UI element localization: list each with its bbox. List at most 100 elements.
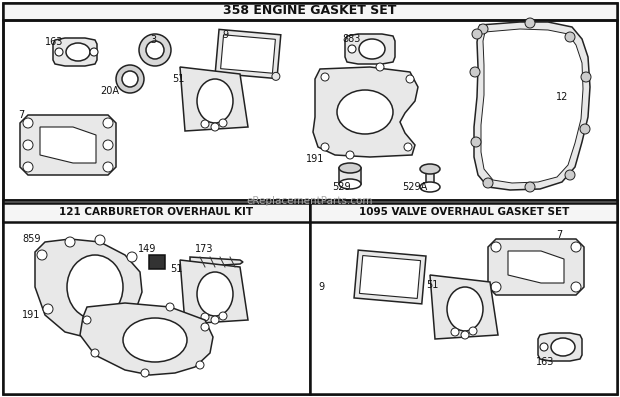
Ellipse shape	[197, 79, 233, 123]
Ellipse shape	[491, 242, 501, 252]
Ellipse shape	[359, 39, 385, 59]
Text: 529: 529	[332, 182, 351, 192]
Ellipse shape	[139, 34, 171, 66]
Text: 358 ENGINE GASKET SET: 358 ENGINE GASKET SET	[223, 4, 397, 17]
Polygon shape	[221, 35, 275, 73]
Ellipse shape	[43, 304, 53, 314]
Text: 529A: 529A	[402, 182, 427, 192]
Polygon shape	[190, 257, 243, 267]
Ellipse shape	[348, 45, 356, 53]
Polygon shape	[40, 127, 96, 163]
Bar	[3, 203, 310, 222]
Bar	[426, 169, 434, 187]
Ellipse shape	[103, 162, 113, 172]
Ellipse shape	[103, 118, 113, 128]
Ellipse shape	[580, 124, 590, 134]
Text: 3: 3	[150, 35, 156, 45]
Text: eReplacementParts.com: eReplacementParts.com	[247, 196, 373, 206]
Ellipse shape	[551, 338, 575, 356]
Ellipse shape	[67, 255, 123, 319]
Polygon shape	[313, 67, 418, 157]
Ellipse shape	[201, 120, 209, 128]
Polygon shape	[488, 239, 584, 295]
Ellipse shape	[272, 72, 280, 80]
Polygon shape	[360, 256, 420, 299]
Ellipse shape	[321, 143, 329, 151]
Text: 859: 859	[22, 234, 40, 244]
Ellipse shape	[103, 140, 113, 150]
Ellipse shape	[337, 90, 393, 134]
Ellipse shape	[472, 29, 482, 39]
Ellipse shape	[146, 41, 164, 59]
Polygon shape	[538, 333, 582, 361]
Ellipse shape	[483, 178, 493, 188]
Bar	[3, 200, 310, 394]
Polygon shape	[474, 22, 590, 190]
Ellipse shape	[23, 140, 33, 150]
Ellipse shape	[123, 318, 187, 362]
Ellipse shape	[565, 32, 575, 42]
Ellipse shape	[406, 75, 414, 83]
Text: 7: 7	[18, 110, 24, 120]
Ellipse shape	[420, 182, 440, 192]
Ellipse shape	[581, 72, 591, 82]
Text: 7: 7	[556, 230, 562, 240]
Ellipse shape	[201, 323, 209, 331]
Text: 51: 51	[172, 74, 184, 84]
Ellipse shape	[470, 67, 480, 77]
Ellipse shape	[65, 237, 75, 247]
Polygon shape	[508, 251, 564, 283]
Polygon shape	[149, 255, 165, 269]
Ellipse shape	[196, 361, 204, 369]
Ellipse shape	[166, 303, 174, 311]
Polygon shape	[215, 29, 281, 79]
Bar	[3, 20, 617, 200]
Ellipse shape	[85, 330, 95, 340]
Text: 51: 51	[426, 280, 438, 290]
Ellipse shape	[201, 313, 209, 321]
Ellipse shape	[211, 316, 219, 324]
Ellipse shape	[23, 118, 33, 128]
Ellipse shape	[125, 312, 135, 322]
Polygon shape	[430, 275, 498, 339]
Ellipse shape	[219, 312, 227, 320]
Ellipse shape	[525, 18, 535, 28]
Polygon shape	[481, 29, 583, 183]
Bar	[3, 3, 617, 20]
Text: 173: 173	[195, 244, 213, 254]
Ellipse shape	[219, 119, 227, 127]
Polygon shape	[180, 67, 248, 131]
Ellipse shape	[461, 331, 469, 339]
Polygon shape	[20, 115, 116, 175]
Text: 12: 12	[556, 92, 569, 102]
Ellipse shape	[451, 328, 459, 336]
Text: 20A: 20A	[100, 86, 119, 96]
Ellipse shape	[339, 163, 361, 173]
Text: 149: 149	[138, 244, 156, 254]
Polygon shape	[345, 34, 395, 64]
Polygon shape	[35, 239, 142, 337]
Ellipse shape	[197, 272, 233, 316]
Ellipse shape	[346, 151, 354, 159]
Ellipse shape	[55, 48, 63, 56]
Ellipse shape	[23, 162, 33, 172]
Ellipse shape	[95, 235, 105, 245]
Ellipse shape	[127, 252, 137, 262]
Text: 191: 191	[306, 154, 324, 164]
Ellipse shape	[66, 43, 90, 61]
Polygon shape	[80, 303, 213, 375]
Ellipse shape	[447, 287, 483, 331]
Ellipse shape	[478, 24, 488, 34]
Ellipse shape	[404, 143, 412, 151]
Ellipse shape	[525, 182, 535, 192]
Ellipse shape	[565, 170, 575, 180]
Ellipse shape	[540, 343, 548, 351]
Text: 163: 163	[536, 357, 554, 367]
Ellipse shape	[91, 349, 99, 357]
Ellipse shape	[83, 316, 91, 324]
Ellipse shape	[211, 123, 219, 131]
Text: 51: 51	[170, 264, 182, 274]
Ellipse shape	[339, 179, 361, 189]
Ellipse shape	[122, 71, 138, 87]
Ellipse shape	[141, 369, 149, 377]
